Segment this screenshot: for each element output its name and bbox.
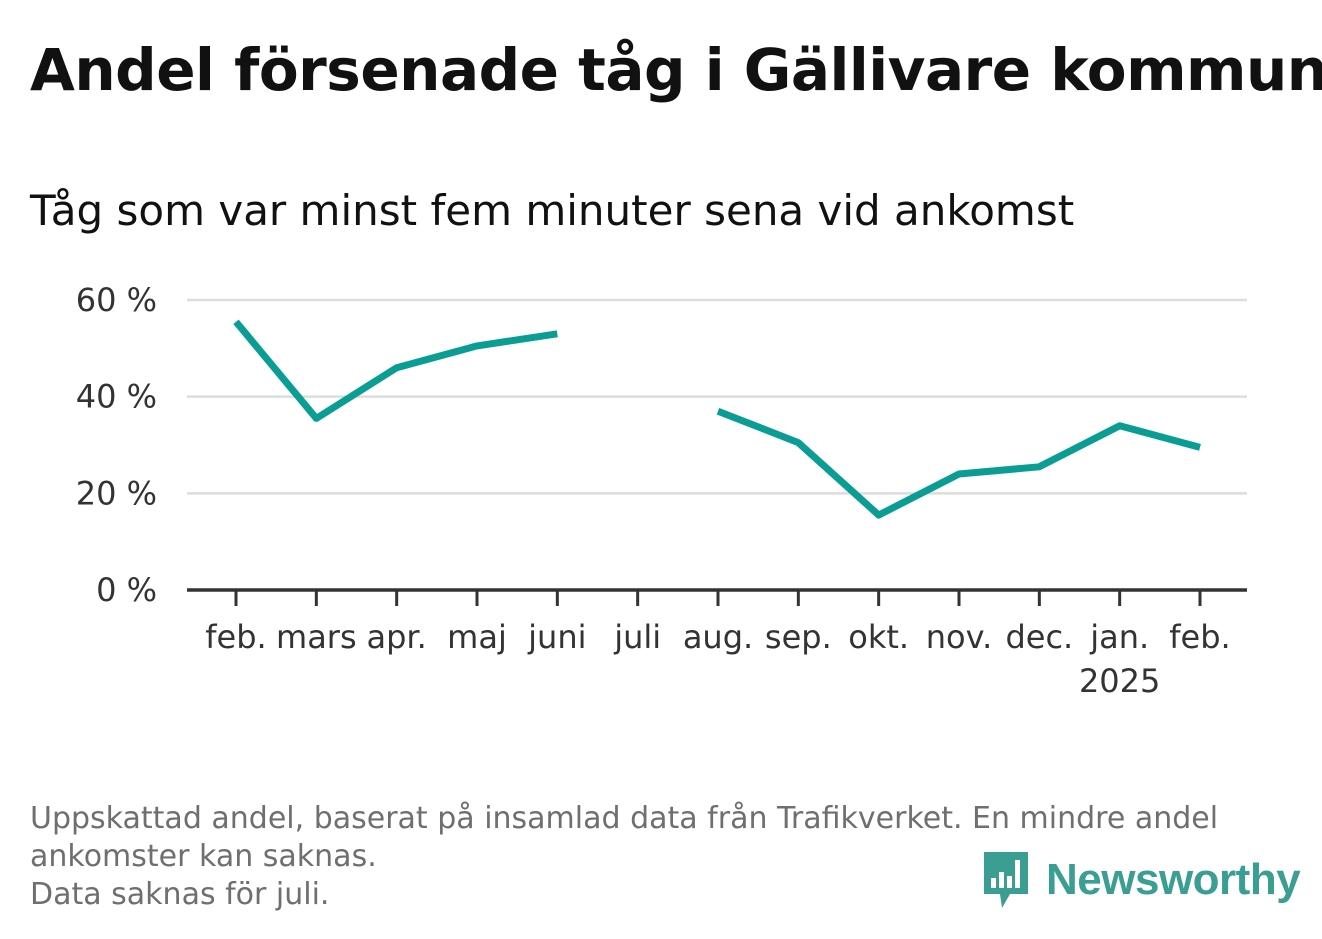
x-axis-tick-labels: feb. mars apr. maj juni juli aug. sep. okt. nov. d…	[205, 618, 1230, 700]
y-tick-label: 60 %	[76, 281, 157, 319]
x-tick-label: aug.	[683, 618, 753, 656]
x-tick-label: nov.	[926, 618, 992, 656]
x-tick-label: juli	[613, 618, 661, 656]
footnote-line-1: Uppskattad andel, baserat på insamlad da…	[30, 801, 1219, 836]
brand-logo: Newsworthy	[980, 850, 1301, 910]
series-line-segment	[716, 407, 1201, 519]
line-chart: 0 % 20 % 40 % 60 % feb. mars apr. maj juni juli a…	[76, 281, 1247, 700]
series-lines	[233, 319, 1201, 519]
x-tick-label: maj	[447, 618, 507, 656]
footnote-line-3: Data saknas för juli.	[30, 877, 330, 912]
chart-footnote: Uppskattad andel, baserat på insamlad da…	[30, 800, 1280, 914]
x-tick-label: feb.	[1169, 618, 1230, 656]
chart-subtitle: Tåg som var minst fem minuter sena vid a…	[30, 186, 1075, 235]
x-year-label: 2025	[1079, 662, 1160, 700]
x-tick-label: apr.	[367, 618, 427, 656]
brand-name: Newsworthy	[1046, 855, 1301, 904]
chart-title: Andel försenade tåg i Gällivare kommun	[30, 36, 1322, 104]
x-tick-label: dec.	[1005, 618, 1073, 656]
x-tick-label: jan.	[1089, 618, 1149, 656]
y-axis-tick-labels: 0 % 20 % 40 % 60 %	[76, 281, 157, 609]
series-line-segment	[233, 319, 558, 422]
y-tick-label: 40 %	[76, 378, 157, 416]
x-tick-label: okt.	[848, 618, 909, 656]
x-tick-label: mars	[276, 618, 357, 656]
x-tick-label: sep.	[765, 618, 832, 656]
grid-lines	[187, 298, 1247, 495]
y-tick-label: 0 %	[96, 571, 157, 609]
newsworthy-logo-icon	[984, 852, 1028, 908]
x-tick-label: feb.	[205, 618, 266, 656]
x-axis	[187, 588, 1247, 606]
y-tick-label: 20 %	[76, 474, 157, 512]
x-tick-label: juni	[527, 618, 586, 656]
footnote-line-2: ankomster kan saknas.	[30, 839, 377, 874]
